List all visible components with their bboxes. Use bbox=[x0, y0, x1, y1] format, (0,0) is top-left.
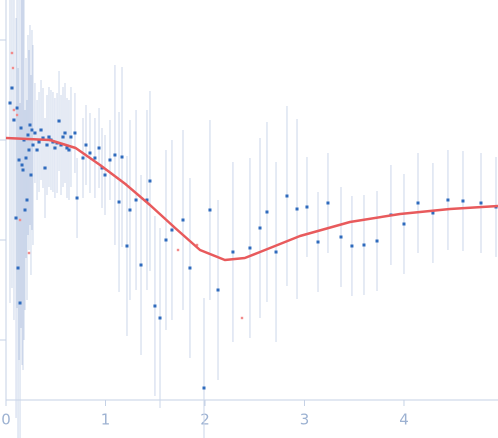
point bbox=[362, 243, 366, 247]
point bbox=[188, 266, 192, 270]
point bbox=[73, 131, 77, 135]
point bbox=[67, 148, 71, 152]
point bbox=[339, 235, 343, 239]
point bbox=[113, 153, 117, 157]
point bbox=[326, 201, 330, 205]
point bbox=[10, 86, 14, 90]
excluded-point bbox=[10, 51, 14, 55]
point bbox=[305, 205, 309, 209]
point bbox=[153, 304, 157, 308]
x-tick-label: 0 bbox=[1, 411, 11, 429]
point bbox=[164, 238, 168, 242]
point bbox=[43, 166, 47, 170]
point bbox=[39, 128, 43, 132]
x-tick-label: 4 bbox=[399, 411, 409, 429]
point bbox=[27, 148, 31, 152]
point bbox=[402, 222, 406, 226]
point bbox=[26, 133, 30, 137]
point bbox=[8, 101, 12, 105]
excluded-point bbox=[11, 66, 15, 70]
fit-curve bbox=[5, 136, 498, 262]
point bbox=[33, 131, 37, 135]
point bbox=[53, 146, 57, 150]
point bbox=[35, 148, 39, 152]
excluded-point bbox=[176, 248, 180, 252]
point bbox=[461, 199, 465, 203]
point bbox=[20, 163, 24, 167]
point bbox=[15, 106, 19, 110]
point bbox=[208, 208, 212, 212]
excluded-point bbox=[27, 251, 31, 255]
point bbox=[93, 156, 97, 160]
point bbox=[97, 146, 101, 150]
point bbox=[416, 201, 420, 205]
point bbox=[128, 208, 132, 212]
point bbox=[30, 128, 34, 132]
point bbox=[181, 218, 185, 222]
point bbox=[88, 151, 92, 155]
point bbox=[295, 207, 299, 211]
x-tick-label: 2 bbox=[200, 411, 210, 429]
point bbox=[23, 208, 27, 212]
point bbox=[120, 155, 124, 159]
point bbox=[12, 118, 16, 122]
point bbox=[61, 135, 65, 139]
point bbox=[148, 179, 152, 183]
point bbox=[202, 386, 206, 390]
point bbox=[316, 240, 320, 244]
point bbox=[134, 198, 138, 202]
point bbox=[158, 316, 162, 320]
point bbox=[14, 216, 18, 220]
point bbox=[19, 126, 23, 130]
point bbox=[145, 198, 149, 202]
point bbox=[125, 244, 129, 248]
point bbox=[479, 201, 483, 205]
point bbox=[65, 146, 69, 150]
point bbox=[274, 250, 278, 254]
point bbox=[24, 156, 28, 160]
point bbox=[431, 211, 435, 215]
point bbox=[103, 173, 107, 177]
point bbox=[139, 263, 143, 267]
point bbox=[17, 158, 21, 162]
point bbox=[18, 301, 22, 305]
excluded-point bbox=[15, 113, 19, 117]
point bbox=[31, 143, 35, 147]
point bbox=[28, 123, 32, 127]
point bbox=[81, 156, 85, 160]
excluded-point bbox=[18, 218, 22, 222]
excluded-point bbox=[12, 108, 16, 112]
point bbox=[47, 135, 51, 139]
point bbox=[59, 143, 63, 147]
point bbox=[265, 210, 269, 214]
point bbox=[25, 198, 29, 202]
point bbox=[258, 226, 262, 230]
excluded-point bbox=[195, 243, 199, 247]
point bbox=[29, 173, 33, 177]
point bbox=[248, 246, 252, 250]
point bbox=[57, 119, 61, 123]
point bbox=[16, 266, 20, 270]
point bbox=[21, 168, 25, 172]
point bbox=[117, 200, 121, 204]
x-tick-label: 1 bbox=[101, 411, 111, 429]
point bbox=[84, 143, 88, 147]
point bbox=[41, 136, 45, 140]
point bbox=[45, 143, 49, 147]
point bbox=[350, 244, 354, 248]
point bbox=[75, 196, 79, 200]
point bbox=[285, 194, 289, 198]
point bbox=[375, 239, 379, 243]
point bbox=[37, 140, 41, 144]
excluded-point bbox=[240, 316, 244, 320]
point bbox=[216, 288, 220, 292]
point bbox=[170, 228, 174, 232]
point bbox=[231, 250, 235, 254]
point bbox=[108, 158, 112, 162]
x-tick-label: 3 bbox=[300, 411, 310, 429]
point bbox=[63, 131, 67, 135]
point bbox=[446, 198, 450, 202]
point bbox=[69, 135, 73, 139]
